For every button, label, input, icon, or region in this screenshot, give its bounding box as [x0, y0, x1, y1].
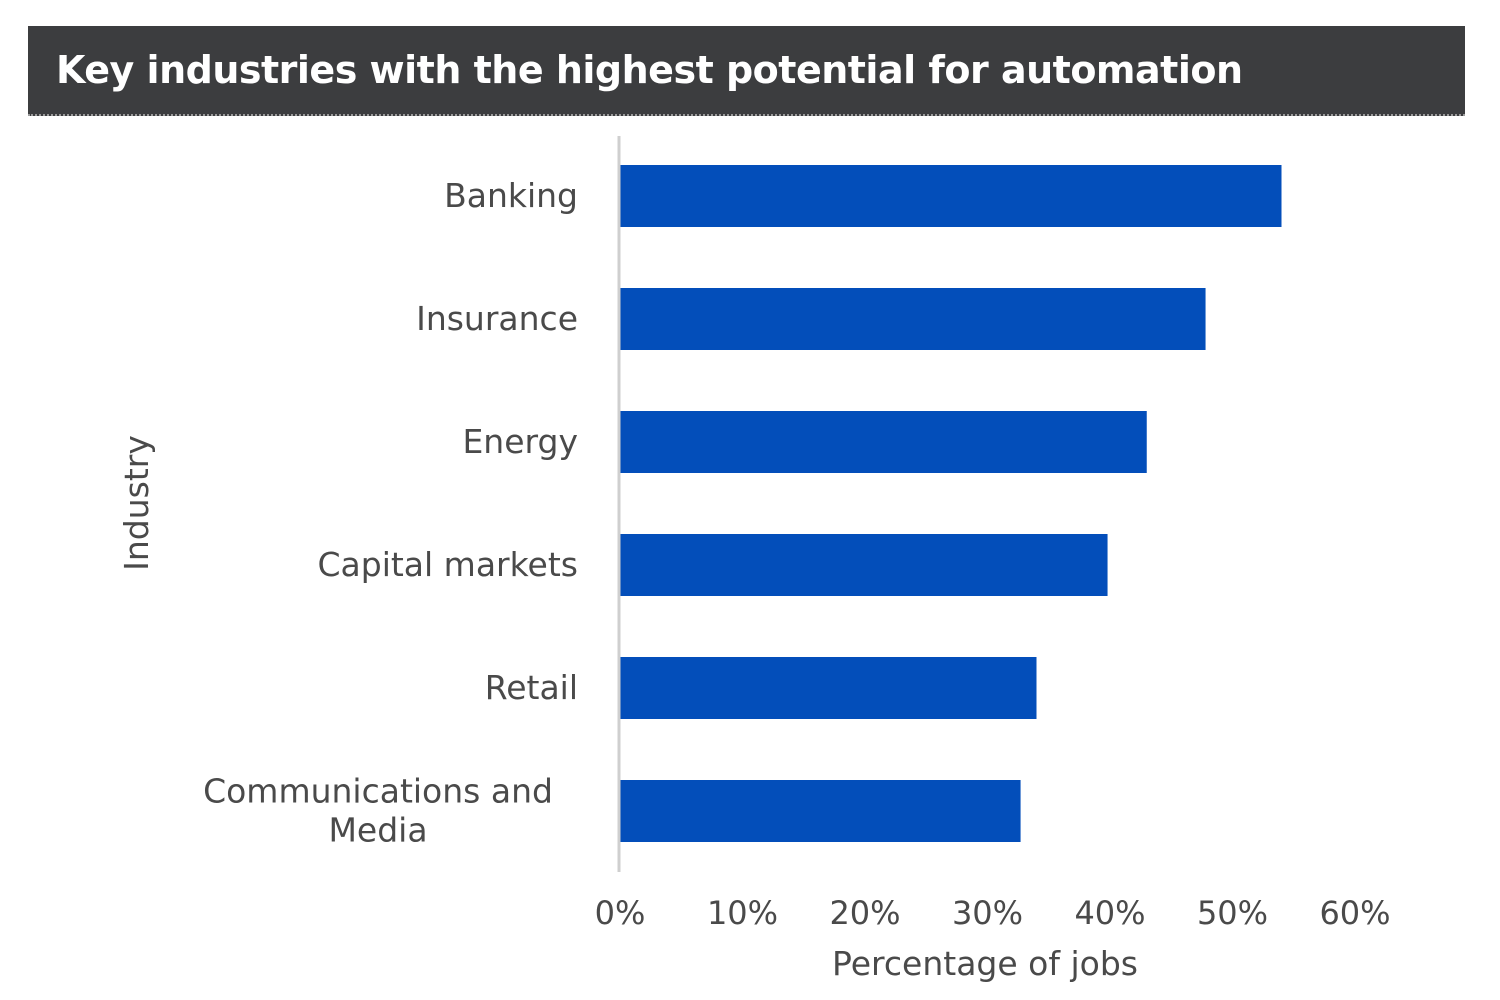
category-label: Capital markets	[317, 545, 578, 584]
x-tick-label: 30%	[952, 894, 1023, 932]
bar-insurance	[620, 288, 1206, 350]
x-tick-label: 50%	[1197, 894, 1268, 932]
bar-energy	[620, 411, 1147, 473]
category-label: Communications and Media	[203, 772, 553, 850]
bar-capital-markets	[620, 534, 1108, 596]
category-labels: Banking Insurance Energy Capital markets Ret…	[203, 176, 578, 850]
category-label: Energy	[462, 422, 578, 461]
category-label: Insurance	[416, 299, 578, 338]
bar-communications-and-media	[620, 780, 1021, 842]
x-tick-label: 40%	[1074, 894, 1145, 932]
y-axis-label: Industry	[117, 435, 156, 571]
x-axis-label: Percentage of jobs	[832, 944, 1138, 983]
chart-title: Key industries with the highest potentia…	[56, 48, 1243, 92]
x-tick-label: 0%	[595, 894, 646, 932]
category-label: Retail	[485, 668, 578, 707]
chart-title-bar: Key industries with the highest potentia…	[28, 26, 1465, 116]
category-label: Banking	[444, 176, 578, 215]
tick-labels: 0% 10% 20% 30% 40% 50% 60%	[595, 894, 1391, 932]
bar-retail	[620, 657, 1037, 719]
bars-group	[620, 165, 1282, 842]
x-tick-label: 20%	[829, 894, 900, 932]
x-tick-label: 10%	[707, 894, 778, 932]
x-tick-label: 60%	[1319, 894, 1390, 932]
bar-banking	[620, 165, 1282, 227]
